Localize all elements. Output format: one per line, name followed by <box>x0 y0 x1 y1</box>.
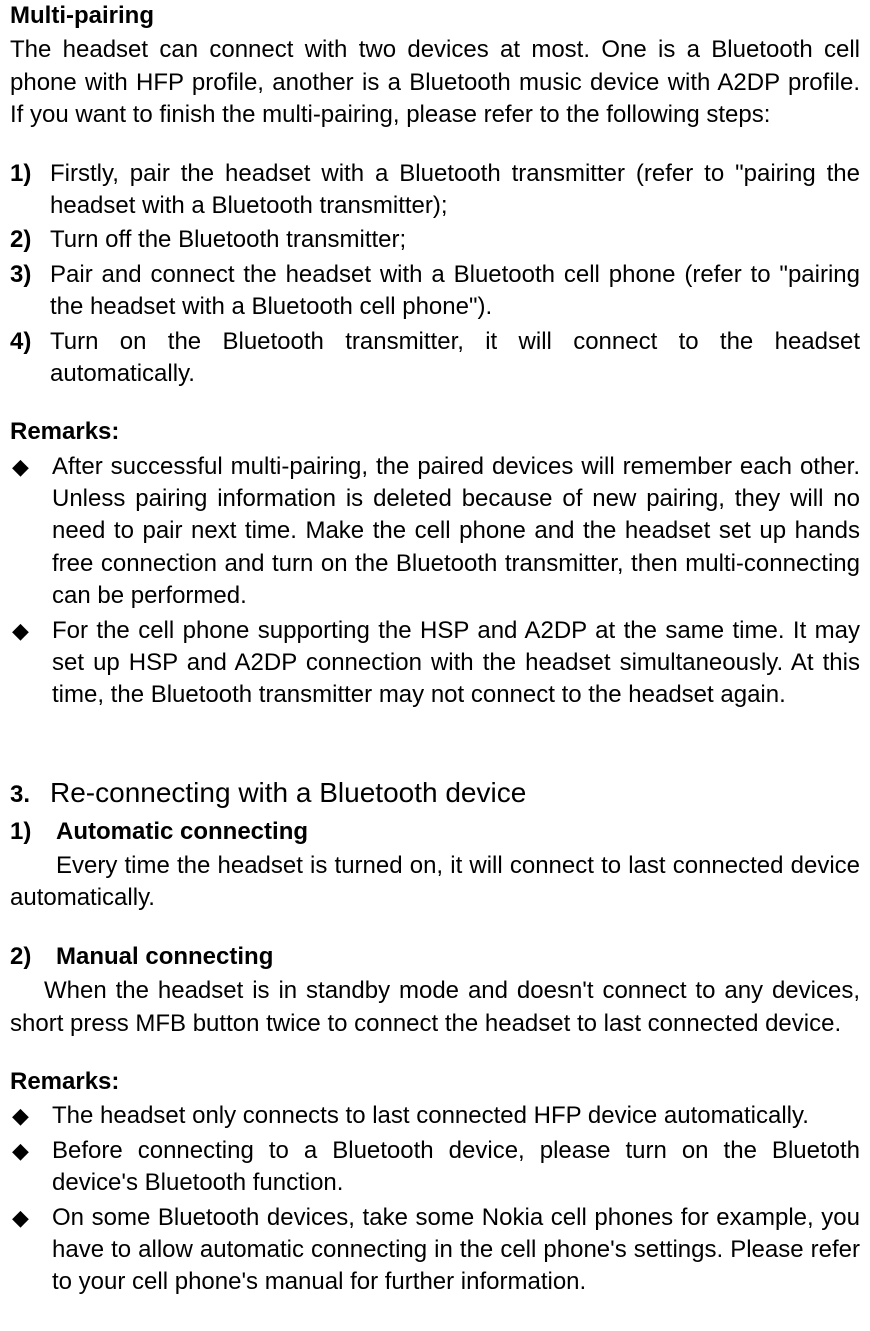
remark-item: ◆ The headset only connects to last conn… <box>10 1100 860 1132</box>
spacer <box>10 917 860 941</box>
spacer <box>10 392 860 416</box>
multi-pairing-steps: 1) Firstly, pair the headset with a Blue… <box>10 158 860 391</box>
remark-text: For the cell phone supporting the HSP an… <box>52 615 860 712</box>
step-text: Turn off the Bluetooth transmitter; <box>50 224 860 256</box>
remark-text: The headset only connects to last connec… <box>52 1100 860 1132</box>
subsection-number: 1) <box>10 816 56 848</box>
remark-item: ◆ On some Bluetooth devices, take some N… <box>10 1202 860 1299</box>
subsection-title: Manual connecting <box>56 941 273 973</box>
section-number: 3. <box>10 779 50 811</box>
step-item: 1) Firstly, pair the headset with a Blue… <box>10 158 860 223</box>
multi-pairing-remarks: ◆ After successful multi-pairing, the pa… <box>10 451 860 712</box>
subsection-1: 1) Automatic connecting <box>10 816 860 848</box>
remark-text: Before connecting to a Bluetooth device,… <box>52 1135 860 1200</box>
subsection-title: Automatic connecting <box>56 816 308 848</box>
document-page: Multi-pairing The headset can connect wi… <box>0 0 870 1331</box>
remark-item: ◆ For the cell phone supporting the HSP … <box>10 615 860 712</box>
multi-pairing-heading: Multi-pairing <box>10 0 860 32</box>
remark-text: On some Bluetooth devices, take some Nok… <box>52 1202 860 1299</box>
section-3-remarks: ◆ The headset only connects to last conn… <box>10 1100 860 1298</box>
step-text: Turn on the Bluetooth transmitter, it wi… <box>50 326 860 391</box>
spacer <box>10 1042 860 1066</box>
step-text: Pair and connect the headset with a Blue… <box>50 259 860 324</box>
diamond-bullet-icon: ◆ <box>10 1135 52 1200</box>
diamond-bullet-icon: ◆ <box>10 451 52 613</box>
section-title: Re-connecting with a Bluetooth device <box>50 774 526 812</box>
diamond-bullet-icon: ◆ <box>10 615 52 712</box>
subsection-2: 2) Manual connecting <box>10 941 860 973</box>
step-text: Firstly, pair the headset with a Bluetoo… <box>50 158 860 223</box>
subsection-2-body: When the headset is in standby mode and … <box>10 975 860 1040</box>
diamond-bullet-icon: ◆ <box>10 1100 52 1132</box>
remark-text: After successful multi-pairing, the pair… <box>52 451 860 613</box>
step-item: 3) Pair and connect the headset with a B… <box>10 259 860 324</box>
step-number: 4) <box>10 326 50 391</box>
step-number: 1) <box>10 158 50 223</box>
section-3-heading: 3. Re-connecting with a Bluetooth device <box>10 774 860 812</box>
diamond-bullet-icon: ◆ <box>10 1202 52 1299</box>
remarks-heading: Remarks: <box>10 416 860 448</box>
multi-pairing-intro: The headset can connect with two devices… <box>10 34 860 131</box>
remarks-heading-2: Remarks: <box>10 1066 860 1098</box>
step-item: 2) Turn off the Bluetooth transmitter; <box>10 224 860 256</box>
step-number: 3) <box>10 259 50 324</box>
step-item: 4) Turn on the Bluetooth transmitter, it… <box>10 326 860 391</box>
step-number: 2) <box>10 224 50 256</box>
subsection-1-body: Every time the headset is turned on, it … <box>10 850 860 915</box>
remark-item: ◆ After successful multi-pairing, the pa… <box>10 451 860 613</box>
spacer <box>10 134 860 158</box>
remark-item: ◆ Before connecting to a Bluetooth devic… <box>10 1135 860 1200</box>
subsection-number: 2) <box>10 941 56 973</box>
spacer <box>10 714 860 774</box>
